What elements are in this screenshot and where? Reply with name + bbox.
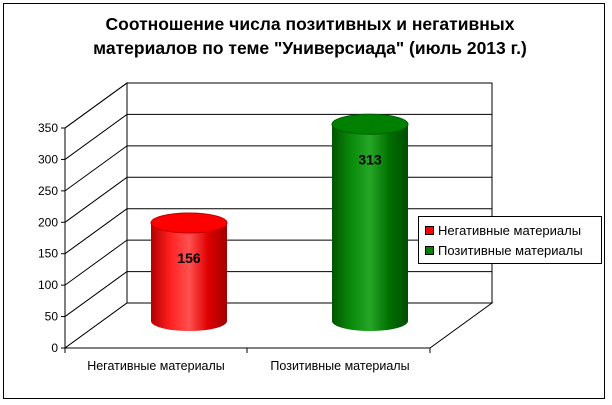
gridline-side (64, 114, 128, 160)
chart-title-line-1: Соотношение числа позитивных и негативны… (105, 14, 515, 34)
bar-top-positive (331, 113, 409, 135)
gridline-side (64, 145, 128, 192)
gridline-side (64, 208, 128, 255)
bar-top-negative (150, 212, 228, 234)
legend-swatch-positive (425, 245, 434, 255)
y-tick-label: 200 (38, 215, 58, 229)
data-label-positive: 313 (358, 151, 382, 167)
y-tick-label: 150 (38, 247, 58, 261)
floor (63, 302, 494, 349)
chart-legend: Негативные материалы Позитивные материал… (418, 216, 602, 264)
x-category-label-positive: Позитивные материалы (270, 359, 409, 373)
gridline-side (64, 176, 128, 223)
legend-item-negative: Негативные материалы (425, 220, 601, 240)
chart-title-line-2: материалов по теме "Универсиада" (июль 2… (93, 38, 527, 58)
y-tick-label: 250 (38, 184, 58, 198)
legend-item-positive: Позитивные материалы (425, 240, 601, 260)
chart-title: Соотношение числа позитивных и негативны… (40, 12, 580, 60)
legend-label-negative: Негативные материалы (438, 222, 582, 238)
bar-negative (151, 222, 227, 331)
gridline-side (64, 239, 128, 286)
y-tick-label: 0 (51, 341, 58, 355)
y-tick-label: 50 (45, 310, 59, 324)
x-category-label-negative: Негативные материалы (87, 359, 225, 373)
legend-swatch-negative (425, 225, 434, 235)
y-tick-label: 350 (38, 121, 58, 135)
bar-positive (332, 124, 408, 331)
y-tick-label: 100 (38, 278, 58, 292)
gridline-side (64, 82, 128, 129)
legend-label-positive: Позитивные материалы (438, 242, 583, 258)
gridline-side (64, 271, 128, 317)
y-tick-label: 300 (38, 152, 58, 166)
data-label-negative: 156 (177, 250, 201, 266)
